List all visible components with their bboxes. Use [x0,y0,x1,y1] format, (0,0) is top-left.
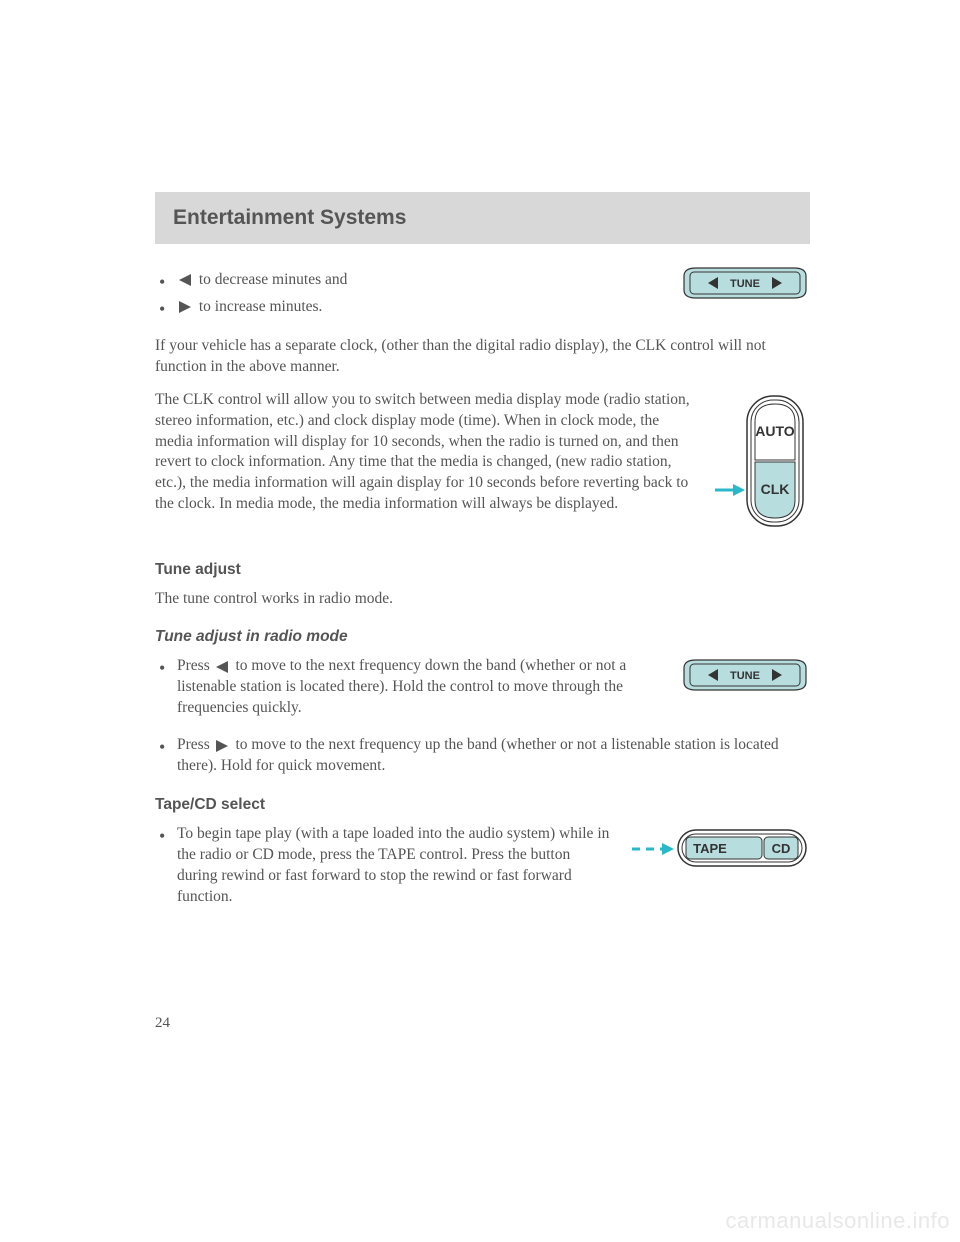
tune-intro: The tune control works in radio mode. [155,589,810,610]
section-header: Entertainment Systems [155,192,810,244]
increase-text: to increase minutes. [199,298,323,315]
list-item: To begin tape play (with a tape loaded i… [155,824,810,908]
page-number: 24 [155,1015,170,1032]
press-left-b: to move to the next frequency down the b… [177,657,626,716]
tune-sub-heading: Tune adjust in radio mode [155,627,810,648]
auto-label: AUTO [755,423,795,439]
list-item: Press to move to the next frequency down… [155,656,810,719]
separate-clock-para: If your vehicle has a separate clock, (o… [155,336,810,378]
tune-list: Press to move to the next frequency down… [155,656,810,719]
list-item: Press to move to the next frequency up t… [155,735,810,777]
right-triangle-icon [179,301,191,313]
clk-label: CLK [761,481,790,497]
watermark: carmanualsonline.info [725,1208,950,1234]
tape-cd-heading: Tape/CD select [155,795,810,816]
list-item: to decrease minutes and [155,270,810,291]
tape-list: To begin tape play (with a tape loaded i… [155,824,810,908]
list-item: to increase minutes. [155,297,810,318]
section-title: Entertainment Systems [173,206,406,229]
auto-clk-icon: AUTO CLK [715,390,810,535]
auto-clk-figure: AUTO CLK [715,390,810,542]
tune-list-2: Press to move to the next frequency up t… [155,735,810,777]
press-right-a: Press [177,736,210,753]
left-triangle-icon [179,274,191,286]
right-triangle-icon [216,740,228,752]
press-left-a: Press [177,657,210,674]
tape-para: To begin tape play (with a tape loaded i… [177,825,609,905]
tune-adjust-heading: Tune adjust [155,560,810,581]
press-right-b: to move to the next frequency up the ban… [177,736,779,774]
decrease-text: to decrease minutes and [199,271,347,288]
clk-para: The CLK control will allow you to switch… [155,390,810,516]
left-triangle-icon [216,661,228,673]
